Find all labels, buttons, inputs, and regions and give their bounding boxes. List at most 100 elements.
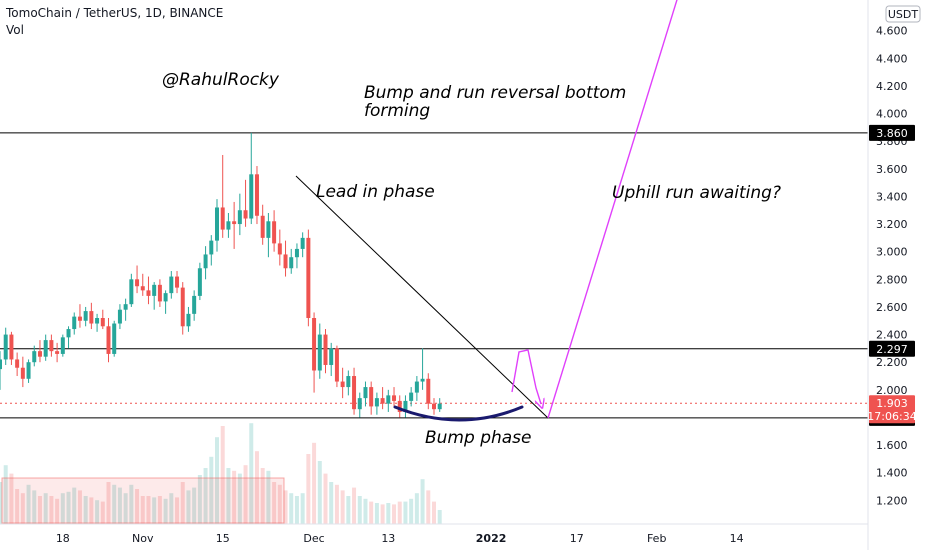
candle[interactable]: [49, 334, 54, 357]
bump-projection-path[interactable]: [511, 349, 541, 404]
candle[interactable]: [266, 213, 271, 258]
candle[interactable]: [272, 210, 277, 252]
candle[interactable]: [414, 376, 419, 401]
x-axis[interactable]: 18 Nov 15 Dec 13 2022 17 Feb 14: [56, 532, 744, 545]
candle[interactable]: [163, 290, 168, 314]
candle[interactable]: [340, 367, 345, 399]
candle[interactable]: [0, 351, 2, 390]
candle[interactable]: [77, 304, 82, 328]
candle[interactable]: [232, 201, 237, 249]
bump-curve[interactable]: [393, 405, 524, 422]
candle[interactable]: [215, 199, 219, 252]
y-axis[interactable]: 1.200 1.400 1.600 2.000 2.200 2.400 2.600 2.800…: [876, 25, 908, 508]
candle-body: [112, 323, 117, 354]
candle[interactable]: [329, 342, 334, 377]
candle[interactable]: [409, 387, 414, 407]
candle[interactable]: [397, 395, 402, 418]
candle[interactable]: [203, 246, 208, 280]
volume-bar: [403, 501, 408, 524]
candle[interactable]: [66, 326, 71, 349]
candle[interactable]: [334, 345, 339, 388]
candle[interactable]: [123, 298, 128, 321]
candle[interactable]: [209, 235, 214, 266]
candle[interactable]: [20, 356, 25, 388]
candle[interactable]: [237, 193, 242, 236]
candle[interactable]: [312, 312, 317, 393]
volume-bar: [15, 489, 20, 524]
volume-bar: [0, 482, 2, 524]
candle[interactable]: [100, 309, 105, 330]
candle[interactable]: [294, 243, 299, 269]
candle[interactable]: [374, 392, 379, 415]
candle-body: [232, 221, 237, 225]
candle[interactable]: [277, 229, 282, 266]
candle[interactable]: [197, 262, 202, 301]
candle[interactable]: [392, 387, 397, 407]
candle[interactable]: [3, 327, 8, 365]
candle[interactable]: [323, 329, 328, 374]
candle[interactable]: [89, 302, 94, 330]
candle[interactable]: [192, 290, 197, 321]
candle[interactable]: [357, 392, 362, 418]
candle[interactable]: [60, 334, 65, 357]
candle[interactable]: [260, 204, 265, 245]
candle[interactable]: [369, 381, 374, 415]
volume-bar: [37, 496, 42, 524]
candle[interactable]: [306, 229, 311, 327]
candle[interactable]: [289, 248, 294, 274]
candle[interactable]: [180, 282, 185, 335]
candle[interactable]: [249, 132, 254, 225]
candle[interactable]: [426, 373, 431, 410]
candle[interactable]: [226, 213, 231, 238]
candle-body: [437, 403, 442, 410]
candle[interactable]: [15, 352, 20, 377]
candle-body: [352, 376, 357, 410]
currency-badge[interactable]: USDT: [885, 5, 921, 23]
candle[interactable]: [300, 232, 305, 258]
candle[interactable]: [117, 304, 122, 330]
candle[interactable]: [346, 370, 351, 396]
candle[interactable]: [83, 306, 88, 327]
candle[interactable]: [317, 323, 322, 379]
candle[interactable]: [106, 318, 111, 363]
symbol-title[interactable]: TomoChain / TetherUS, 1D, BINANCE: [6, 6, 224, 20]
candle[interactable]: [254, 166, 259, 225]
volume-label[interactable]: Vol: [6, 23, 24, 37]
candle[interactable]: [352, 367, 357, 415]
candle[interactable]: [152, 282, 157, 310]
candle[interactable]: [55, 342, 60, 363]
candle[interactable]: [420, 348, 425, 390]
candle[interactable]: [186, 306, 191, 332]
candle[interactable]: [37, 340, 42, 363]
candle-body: [226, 221, 231, 230]
candle[interactable]: [129, 273, 134, 307]
candle[interactable]: [432, 398, 436, 415]
candle[interactable]: [386, 389, 391, 412]
candle[interactable]: [175, 271, 180, 294]
candle-body: [123, 304, 128, 310]
uphill-projection-line[interactable]: [547, 0, 680, 419]
candle[interactable]: [403, 395, 408, 418]
candle[interactable]: [157, 279, 162, 307]
candle[interactable]: [72, 312, 77, 335]
volume-bars: [0, 423, 442, 524]
candle[interactable]: [380, 387, 385, 410]
candle[interactable]: [437, 398, 442, 412]
candle[interactable]: [220, 154, 225, 238]
candle[interactable]: [283, 240, 288, 277]
candle[interactable]: [363, 381, 368, 407]
candle[interactable]: [135, 265, 140, 294]
candle[interactable]: [32, 345, 37, 367]
candle[interactable]: [26, 359, 31, 383]
candle[interactable]: [43, 334, 48, 361]
candle[interactable]: [140, 273, 145, 296]
candle[interactable]: [169, 271, 174, 299]
candle[interactable]: [146, 276, 151, 305]
candle[interactable]: [95, 313, 100, 332]
candle[interactable]: [9, 331, 14, 365]
candle[interactable]: [243, 179, 248, 227]
lead-in-trendline[interactable]: [295, 175, 549, 419]
candle[interactable]: [112, 320, 117, 357]
volume-bar: [72, 487, 77, 524]
